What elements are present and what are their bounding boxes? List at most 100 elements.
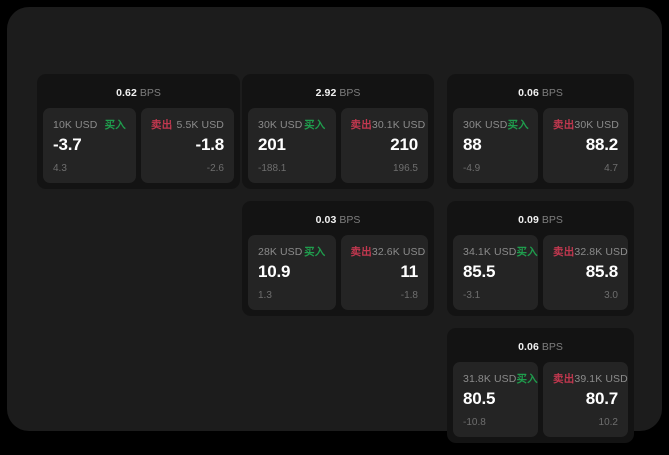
column-1: 0.62 BPS 10K USD 买入 -3.7 4.3 卖出 5.5K USD -1.8 -2.… bbox=[37, 74, 240, 201]
bid-size-label: 34.1K USD bbox=[463, 246, 517, 258]
bid-price: 10.9 bbox=[258, 262, 291, 281]
card-header: 0.06 BPS bbox=[453, 81, 628, 108]
panel-top-row: 卖出 32.6K USD bbox=[351, 244, 426, 258]
ask-size-label: 30.1K USD bbox=[371, 119, 426, 131]
bid-panel[interactable]: 31.8K USD 买入 80.5 -10.8 bbox=[453, 362, 538, 437]
bps-value: 0.06 bbox=[518, 87, 539, 99]
card-header: 0.62 BPS bbox=[43, 81, 234, 108]
bid-sub-value: -10.8 bbox=[463, 416, 486, 428]
price-row: 10.9 bbox=[258, 259, 326, 285]
ask-panel[interactable]: 卖出 5.5K USD -1.8 -2.6 bbox=[141, 108, 234, 183]
ask-size-label: 39.1K USD bbox=[574, 373, 628, 385]
ask-sub-value: -2.6 bbox=[206, 162, 224, 174]
bps-value: 2.92 bbox=[315, 87, 337, 99]
quote-card[interactable]: 0.09 BPS 34.1K USD 买入 85.5 -3.1 卖出 32.8K USD 85.… bbox=[447, 201, 634, 316]
price-row: 88 bbox=[463, 132, 528, 158]
price-row: 11 bbox=[351, 259, 418, 285]
price-row: 201 bbox=[258, 132, 326, 158]
sell-side-label: 卖出 bbox=[151, 119, 173, 131]
sub-value-row: -10.8 bbox=[463, 415, 528, 429]
bid-panel[interactable]: 34.1K USD 买入 85.5 -3.1 bbox=[453, 235, 538, 310]
panel-top-row: 卖出 39.1K USD bbox=[553, 371, 628, 385]
card-header: 0.06 BPS bbox=[453, 335, 628, 362]
ask-panel[interactable]: 卖出 30K USD 88.2 4.7 bbox=[543, 108, 628, 183]
bid-panel[interactable]: 30K USD 买入 88 -4.9 bbox=[453, 108, 538, 183]
panel-pair: 30K USD 买入 201 -188.1 卖出 30.1K USD 210 196.5 bbox=[248, 108, 428, 183]
app-frame: 0.62 BPS 10K USD 买入 -3.7 4.3 卖出 5.5K USD -1.8 -2.… bbox=[7, 7, 662, 443]
sub-value-row: 4.3 bbox=[53, 161, 126, 175]
quote-card[interactable]: 0.06 BPS 30K USD 买入 88 -4.9 卖出 30K USD 88.2 4.7 bbox=[447, 74, 634, 189]
sub-value-row: 4.7 bbox=[553, 161, 618, 175]
ask-size-label: 5.5K USD bbox=[176, 119, 224, 131]
bps-unit-label: BPS bbox=[541, 87, 563, 99]
buy-side-label: 买入 bbox=[304, 246, 326, 258]
quote-board: 0.62 BPS 10K USD 买入 -3.7 4.3 卖出 5.5K USD -1.8 -2.… bbox=[7, 7, 662, 443]
bid-price: 201 bbox=[258, 135, 286, 154]
bid-panel[interactable]: 30K USD 买入 201 -188.1 bbox=[248, 108, 336, 183]
bid-price: 88 bbox=[463, 135, 482, 154]
sub-value-row: -188.1 bbox=[258, 161, 326, 175]
panel-pair: 10K USD 买入 -3.7 4.3 卖出 5.5K USD -1.8 -2.6 bbox=[43, 108, 234, 183]
buy-side-label: 买入 bbox=[516, 373, 538, 385]
card-header: 2.92 BPS bbox=[248, 81, 428, 108]
ask-price: 88.2 bbox=[585, 135, 618, 154]
bid-panel[interactable]: 28K USD 买入 10.9 1.3 bbox=[248, 235, 336, 310]
quote-card[interactable]: 0.62 BPS 10K USD 买入 -3.7 4.3 卖出 5.5K USD -1.8 -2.… bbox=[37, 74, 240, 189]
buy-side-label: 买入 bbox=[104, 119, 126, 131]
ask-size-label: 32.8K USD bbox=[574, 246, 628, 258]
price-row: -1.8 bbox=[151, 132, 225, 158]
bid-sub-value: -3.1 bbox=[463, 289, 481, 301]
panel-top-row: 卖出 30K USD bbox=[553, 117, 619, 131]
panel-top-row: 28K USD 买入 bbox=[258, 244, 326, 258]
sub-value-row: -3.1 bbox=[463, 288, 528, 302]
bid-sub-value: 1.3 bbox=[258, 289, 272, 301]
ask-price: 210 bbox=[390, 135, 418, 154]
bps-unit-label: BPS bbox=[339, 87, 361, 99]
ask-panel[interactable]: 卖出 32.8K USD 85.8 3.0 bbox=[543, 235, 628, 310]
price-row: 85.8 bbox=[553, 259, 618, 285]
quote-card[interactable]: 0.06 BPS 31.8K USD 买入 80.5 -10.8 卖出 39.1K USD 80… bbox=[447, 328, 634, 443]
price-row: 80.5 bbox=[463, 386, 528, 412]
buy-side-label: 买入 bbox=[516, 246, 538, 258]
bps-value: 0.03 bbox=[315, 214, 337, 226]
price-row: -3.7 bbox=[53, 132, 126, 158]
bps-value: 0.09 bbox=[518, 214, 539, 226]
ask-price: 11 bbox=[400, 262, 418, 281]
price-row: 88.2 bbox=[553, 132, 618, 158]
bps-value: 0.06 bbox=[518, 341, 539, 353]
bid-price: 85.5 bbox=[463, 262, 496, 281]
bps-unit-label: BPS bbox=[339, 214, 361, 226]
price-row: 80.7 bbox=[553, 386, 618, 412]
bid-panel[interactable]: 10K USD 买入 -3.7 4.3 bbox=[43, 108, 136, 183]
sell-side-label: 卖出 bbox=[350, 119, 372, 131]
ask-sub-value: 4.7 bbox=[604, 162, 618, 174]
ask-panel[interactable]: 卖出 30.1K USD 210 196.5 bbox=[340, 108, 428, 183]
sub-value-row: -1.8 bbox=[351, 288, 418, 302]
panel-pair: 34.1K USD 买入 85.5 -3.1 卖出 32.8K USD 85.8 3.0 bbox=[453, 235, 628, 310]
sub-value-row: 196.5 bbox=[351, 161, 418, 175]
buy-side-label: 买入 bbox=[507, 119, 529, 131]
price-row: 85.5 bbox=[463, 259, 528, 285]
ask-panel[interactable]: 卖出 32.6K USD 11 -1.8 bbox=[340, 235, 428, 310]
panel-top-row: 10K USD 买入 bbox=[53, 117, 126, 131]
panel-top-row: 34.1K USD 买入 bbox=[463, 244, 538, 258]
bid-size-label: 31.8K USD bbox=[463, 373, 517, 385]
buy-side-label: 买入 bbox=[304, 119, 326, 131]
bps-unit-label: BPS bbox=[541, 341, 563, 353]
panel-pair: 30K USD 买入 88 -4.9 卖出 30K USD 88.2 4.7 bbox=[453, 108, 628, 183]
ask-panel[interactable]: 卖出 39.1K USD 80.7 10.2 bbox=[543, 362, 628, 437]
quote-card[interactable]: 0.03 BPS 28K USD 买入 10.9 1.3 卖出 32.6K USD 11 -1.8 bbox=[242, 201, 434, 316]
bid-sub-value: -4.9 bbox=[463, 162, 481, 174]
ask-price: 85.8 bbox=[585, 262, 618, 281]
sub-value-row: -2.6 bbox=[151, 161, 224, 175]
panel-top-row: 30K USD 买入 bbox=[258, 117, 326, 131]
ask-sub-value: -1.8 bbox=[400, 289, 418, 301]
ask-size-label: 32.6K USD bbox=[371, 246, 426, 258]
bps-value: 0.62 bbox=[116, 87, 137, 99]
quote-card[interactable]: 2.92 BPS 30K USD 买入 201 -188.1 卖出 30.1K USD 210 1… bbox=[242, 74, 434, 189]
sell-side-label: 卖出 bbox=[553, 119, 575, 131]
bps-unit-label: BPS bbox=[139, 87, 161, 99]
bid-size-label: 10K USD bbox=[53, 119, 98, 131]
bid-size-label: 30K USD bbox=[463, 119, 508, 131]
panel-top-row: 卖出 32.8K USD bbox=[553, 244, 628, 258]
